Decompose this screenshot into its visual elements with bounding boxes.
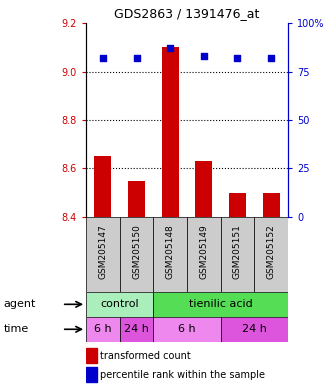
Bar (120, 317, 153, 342)
Text: 24 h: 24 h (124, 324, 149, 334)
Text: 6 h: 6 h (94, 324, 112, 334)
Point (201, 53, 207, 59)
Point (268, 55, 274, 61)
Bar (86, 348, 97, 363)
Text: transformed count: transformed count (100, 351, 191, 361)
Text: GSM205150: GSM205150 (132, 224, 141, 279)
Text: 6 h: 6 h (178, 324, 196, 334)
Bar (153, 292, 288, 317)
Text: tienilic acid: tienilic acid (189, 299, 253, 310)
Bar (86, 367, 97, 382)
Text: GSM205148: GSM205148 (166, 224, 175, 279)
Text: agent: agent (3, 299, 36, 310)
Point (100, 55, 106, 61)
Text: percentile rank within the sample: percentile rank within the sample (100, 370, 265, 380)
Point (134, 55, 139, 61)
Text: 24 h: 24 h (242, 324, 267, 334)
Bar (153, 317, 221, 342)
Bar (221, 217, 254, 292)
Bar (128, 180, 145, 217)
Point (167, 45, 173, 51)
Bar (120, 217, 153, 292)
Point (235, 55, 240, 61)
Bar (162, 47, 179, 217)
Text: GSM205151: GSM205151 (233, 224, 242, 279)
Bar (195, 161, 212, 217)
Text: control: control (100, 299, 139, 310)
Text: time: time (3, 324, 28, 334)
Title: GDS2863 / 1391476_at: GDS2863 / 1391476_at (114, 7, 260, 20)
Bar (254, 217, 288, 292)
Bar (221, 317, 288, 342)
Bar (86, 317, 120, 342)
Text: GSM205149: GSM205149 (199, 224, 208, 279)
Bar (187, 217, 221, 292)
Text: GSM205152: GSM205152 (267, 224, 276, 279)
Bar (86, 217, 120, 292)
Bar (229, 193, 246, 217)
Bar (86, 292, 153, 317)
Bar (94, 156, 111, 217)
Text: GSM205147: GSM205147 (98, 224, 107, 279)
Bar (263, 193, 280, 217)
Bar (153, 217, 187, 292)
